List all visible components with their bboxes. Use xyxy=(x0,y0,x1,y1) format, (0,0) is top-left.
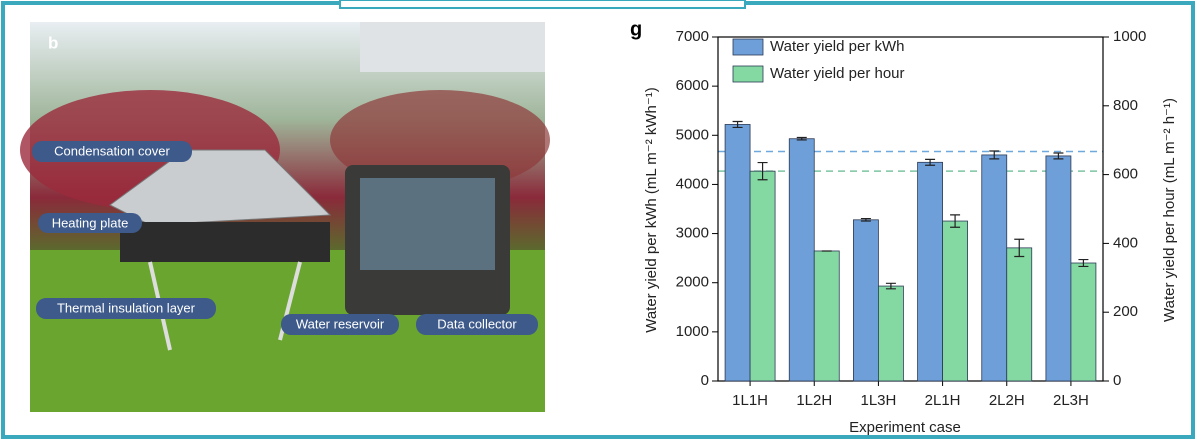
x-tick-label: 1L2H xyxy=(796,392,832,409)
error-bar xyxy=(950,214,961,228)
error-bar xyxy=(796,136,807,141)
error-bar xyxy=(1014,238,1025,258)
photo: Condensation cover Heating plate Thermal… xyxy=(20,22,550,412)
x-tick-label: 1L3H xyxy=(860,392,896,409)
y2-tick-label: 200 xyxy=(1113,303,1138,320)
bar xyxy=(981,154,1008,382)
legend-label: Water yield per kWh xyxy=(770,38,904,55)
y-tick-label: 3000 xyxy=(676,225,709,242)
legend-swatch xyxy=(732,38,764,56)
panel-label: b xyxy=(48,33,58,52)
y2-tick-label: 600 xyxy=(1113,166,1138,183)
x-tick-label: 2L1H xyxy=(925,392,961,409)
label-box xyxy=(36,298,216,319)
photo-label: Condensation cover xyxy=(54,143,170,158)
y-tick-label: 6000 xyxy=(676,77,709,94)
bar xyxy=(853,219,879,382)
x-tick-label: 1L1H xyxy=(732,392,768,409)
bar xyxy=(724,124,751,382)
bar xyxy=(749,170,776,382)
bar xyxy=(917,161,943,382)
photo-label: Water reservoir xyxy=(296,316,385,331)
panel-label: g xyxy=(630,18,642,40)
y-tick-label: 7000 xyxy=(676,28,709,45)
device-body xyxy=(120,222,330,262)
bar xyxy=(788,138,815,382)
photo-label: Heating plate xyxy=(52,215,129,230)
label-box xyxy=(281,314,399,335)
error-bar xyxy=(925,158,936,166)
y2-tick-label: 400 xyxy=(1113,234,1138,251)
legend-swatch xyxy=(732,65,764,83)
error-bar xyxy=(860,217,871,222)
y-tick-label: 4000 xyxy=(676,175,709,192)
bar xyxy=(1006,247,1033,382)
y-tick-label: 1000 xyxy=(676,323,709,340)
error-bar xyxy=(732,120,743,129)
y-axis-title: Water yield per kWh (mL m⁻² kWh⁻¹) xyxy=(643,87,660,333)
label-box xyxy=(38,213,142,233)
bar xyxy=(1070,262,1097,382)
error-bar xyxy=(757,161,768,181)
plot-frame xyxy=(717,36,1104,382)
building xyxy=(360,22,545,72)
y-tick-label: 5000 xyxy=(676,126,709,143)
y2-tick-label: 0 xyxy=(1113,372,1121,389)
y2-tick-label: 800 xyxy=(1113,97,1138,114)
error-bar xyxy=(989,150,1000,160)
photo-label: Thermal insulation layer xyxy=(57,300,196,315)
error-bar xyxy=(885,282,896,290)
bar xyxy=(813,250,840,382)
bar xyxy=(878,285,904,382)
photo-label: Data collector xyxy=(437,316,517,331)
y2-tick-label: 1000 xyxy=(1113,28,1146,45)
bar xyxy=(1045,155,1072,382)
error-bar xyxy=(1078,258,1089,268)
bar xyxy=(942,220,968,382)
x-tick-label: 2L2H xyxy=(989,392,1025,409)
error-bar xyxy=(1053,152,1064,160)
x-tick-label: 2L3H xyxy=(1053,392,1089,409)
label-box xyxy=(416,314,538,335)
collector-screen xyxy=(360,178,495,270)
y-tick-label: 2000 xyxy=(676,274,709,291)
y-tick-label: 0 xyxy=(701,372,709,389)
x-axis-title: Experiment case xyxy=(849,419,961,436)
y2-axis-title: Water yield per hour (mL m⁻² h⁻¹) xyxy=(1161,98,1178,322)
legend-label: Water yield per hour xyxy=(770,65,905,82)
frame-tab xyxy=(339,0,746,9)
label-box xyxy=(32,141,192,162)
